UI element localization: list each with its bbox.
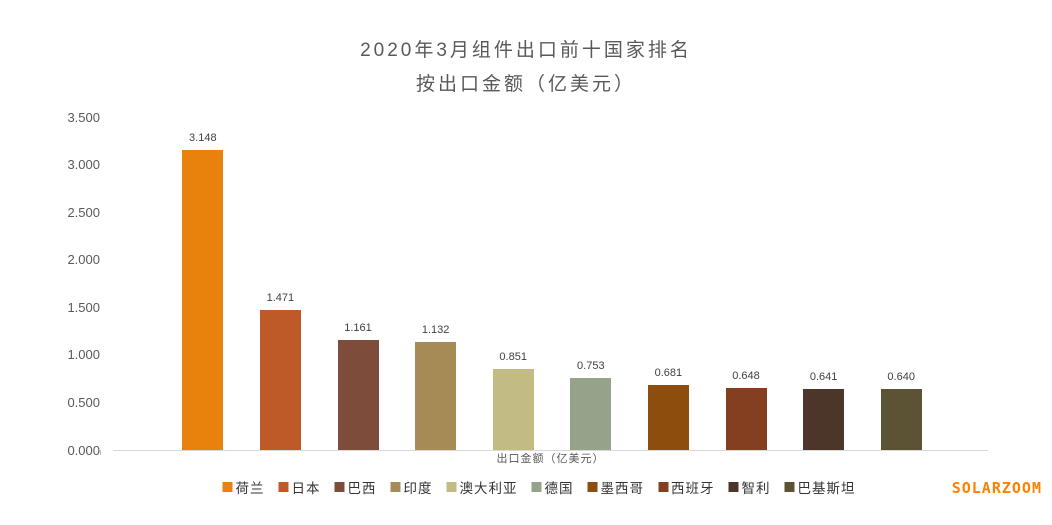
x-axis-line [113, 450, 988, 451]
y-tick-label: 3.500 [67, 109, 100, 125]
legend-swatch-icon [531, 482, 542, 492]
legend-item-2: 巴西 [334, 477, 377, 497]
legend-swatch-icon [784, 482, 795, 492]
x-axis-label: 出口金额（亿美元） [496, 453, 605, 465]
legend-item-4: 澳大利亚 [446, 477, 518, 497]
legend-swatch-icon [222, 482, 233, 492]
legend-swatch-icon [446, 482, 457, 492]
bar-0 [182, 150, 224, 450]
legend-swatch-icon [390, 482, 401, 492]
value-label-9: 0.640 [887, 371, 915, 384]
legend-item-3: 印度 [390, 477, 433, 497]
bar-5 [570, 378, 612, 450]
bar-1 [259, 310, 301, 450]
y-tick-label: 2.500 [67, 204, 100, 220]
value-label-6: 0.681 [654, 367, 683, 380]
bar-4 [492, 369, 534, 450]
value-label-1: 1.471 [266, 292, 295, 305]
legend-label: 巴基斯坦 [797, 481, 856, 496]
y-tick-label: 2.000 [67, 252, 100, 268]
chart-title: 2020年3月组件出口前十国家排名 按出口金额（亿美元） [0, 34, 1052, 102]
bar-7 [725, 388, 767, 450]
chart-title-line1: 2020年3月组件出口前十国家排名 [360, 40, 692, 61]
axis-tick [100, 450, 101, 455]
legend-item-7: 西班牙 [658, 477, 715, 497]
y-tick-label: 1.500 [67, 299, 100, 315]
legend-item-1: 日本 [278, 477, 321, 497]
value-label-5: 0.753 [577, 360, 605, 373]
bar-8 [803, 389, 845, 450]
legend-item-0: 荷兰 [222, 477, 265, 497]
legend-swatch-icon [334, 482, 345, 492]
solarzoom-logo: SOLARZOOM [951, 479, 1042, 497]
legend-item-5: 德国 [531, 477, 574, 497]
value-label-8: 0.641 [809, 371, 838, 383]
legend-swatch-icon [728, 482, 739, 492]
legend-label: 德国 [544, 481, 574, 496]
legend-item-8: 智利 [728, 477, 771, 497]
legend-swatch-icon [278, 482, 289, 492]
legend-label: 巴西 [347, 481, 377, 496]
bar-6 [647, 385, 689, 450]
legend-label: 智利 [741, 481, 771, 496]
value-label-0: 3.148 [189, 132, 217, 145]
chart-title-line2: 按出口金额（亿美元） [415, 74, 636, 95]
value-label-2: 1.161 [344, 321, 372, 334]
legend-label: 印度 [403, 481, 433, 496]
legend-item-6: 墨西哥 [587, 477, 645, 497]
y-tick-label: 1.000 [67, 347, 100, 363]
bar-3 [415, 342, 457, 450]
value-label-4: 0.851 [499, 351, 527, 364]
bar-9 [880, 389, 922, 450]
legend: 荷兰 日本 巴西 印度 澳大利亚 德国 墨西哥 西班牙 智利 巴基斯坦 [216, 477, 863, 497]
y-tick-label: 0.500 [67, 394, 100, 410]
value-label-3: 1.132 [421, 324, 450, 337]
legend-item-9: 巴基斯坦 [784, 477, 856, 497]
legend-label: 荷兰 [235, 481, 265, 496]
legend-label: 澳大利亚 [459, 481, 518, 496]
legend-swatch-icon [587, 482, 598, 492]
legend-swatch-icon [658, 482, 668, 492]
y-tick-label: 3.000 [67, 157, 100, 173]
legend-label: 西班牙 [671, 481, 715, 496]
bar-2 [337, 339, 379, 450]
legend-label: 日本 [291, 481, 321, 496]
value-label-7: 0.648 [732, 370, 760, 383]
legend-label: 墨西哥 [600, 481, 644, 496]
y-tick-label: 0.000 [67, 442, 100, 458]
